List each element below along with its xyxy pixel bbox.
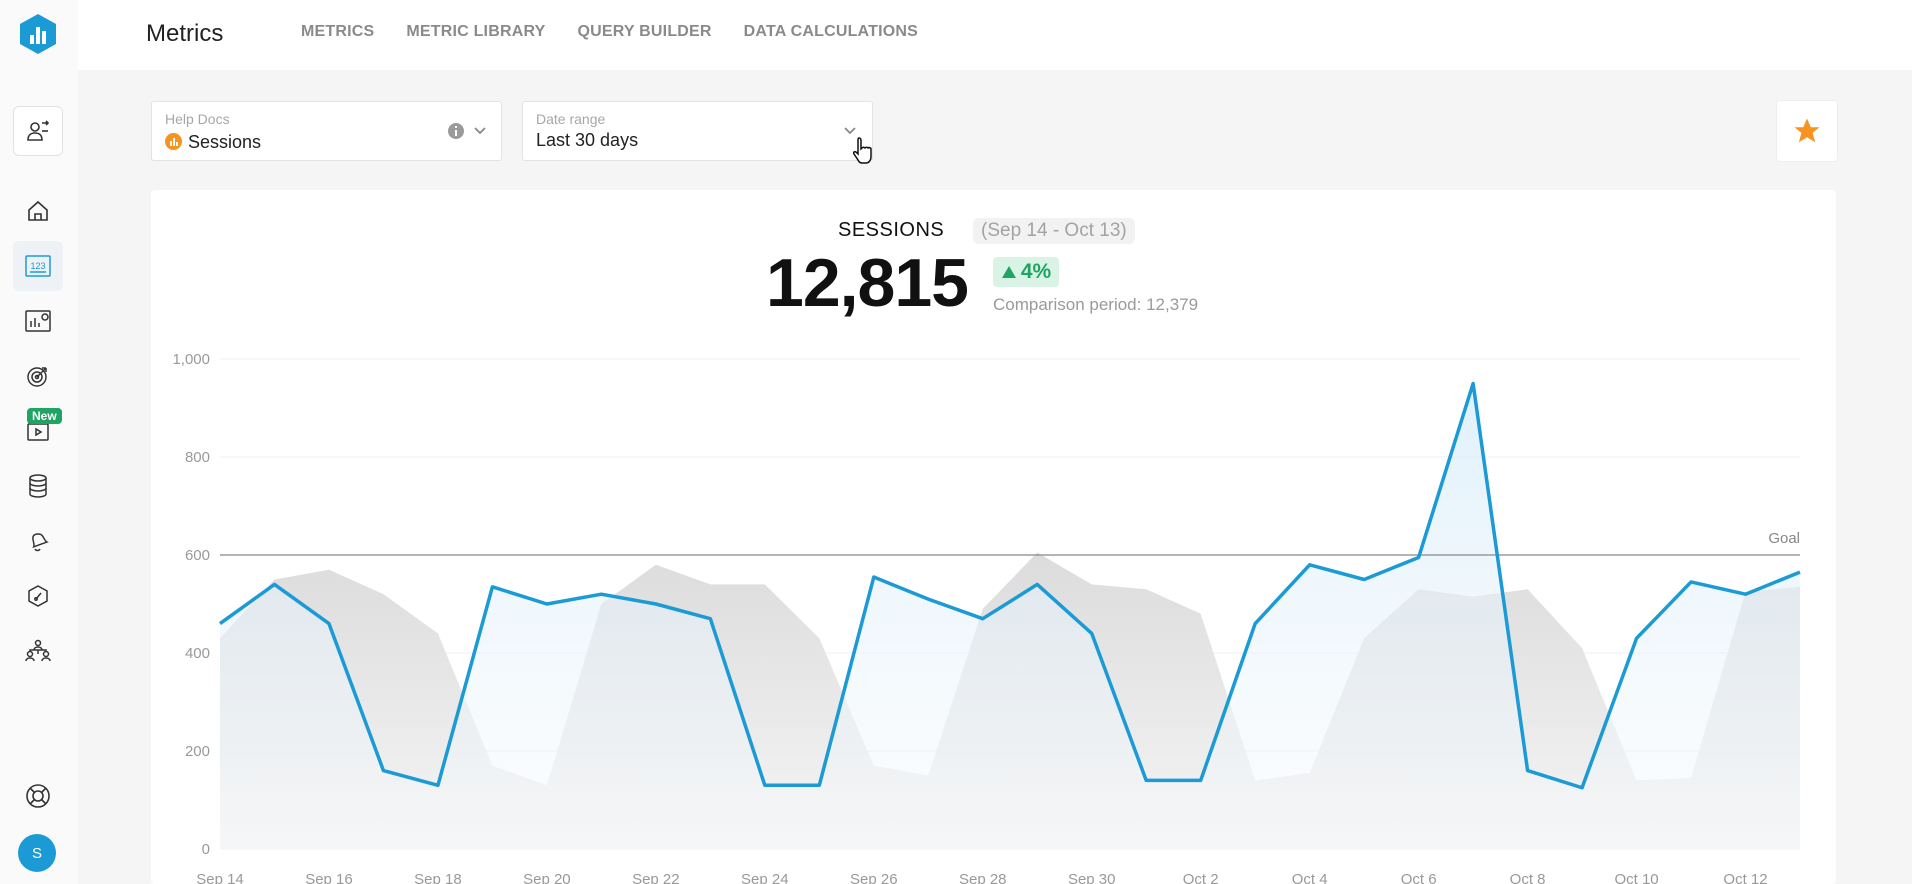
- x-tick-label: Sep 24: [741, 871, 789, 884]
- date-range-selector[interactable]: Date range Last 30 days: [522, 101, 873, 164]
- y-tick-label: 1,000: [172, 351, 210, 368]
- nav-metric-library[interactable]: METRIC LIBRARY: [406, 23, 546, 40]
- y-tick-label: 600: [185, 547, 210, 564]
- metric-value: 12,815: [766, 245, 969, 321]
- metric-selector-value-wrap: Sessions: [165, 132, 261, 153]
- team-hierarchy-icon: [25, 639, 51, 662]
- comparison-text: Comparison period: 12,379: [993, 295, 1199, 314]
- delta-value: 4%: [1020, 260, 1052, 283]
- x-tick-label: Sep 26: [850, 871, 898, 884]
- triangle-up-icon: [1001, 266, 1016, 278]
- sidebar-item-goals[interactable]: [13, 351, 63, 401]
- top-header: Metrics METRICS METRIC LIBRARY QUERY BUI…: [78, 0, 1912, 70]
- star-icon: [1794, 118, 1820, 143]
- x-tick-label: Oct 4: [1292, 871, 1328, 884]
- video-play-icon: [27, 423, 49, 441]
- x-tick-label: Sep 18: [414, 871, 462, 884]
- hand-pointer-cursor-icon: [853, 137, 872, 164]
- x-tick-label: Oct 2: [1183, 871, 1219, 884]
- goal-label: Goal: [1768, 530, 1800, 547]
- new-badge: New: [27, 408, 62, 424]
- current-series-area: [220, 383, 1800, 849]
- bell-icon: [32, 533, 49, 552]
- google-analytics-icon: [165, 133, 182, 150]
- nav-metrics[interactable]: METRICS: [301, 23, 375, 40]
- x-tick-label: Sep 22: [632, 871, 680, 884]
- dashboard-icon: [25, 310, 51, 332]
- sidebar-item-performance[interactable]: [13, 571, 63, 621]
- sidebar-item-video[interactable]: [13, 406, 63, 456]
- chevron-down-icon[interactable]: [843, 124, 857, 138]
- delta-badge: 4%: [993, 257, 1059, 287]
- top-nav: METRICS METRIC LIBRARY QUERY BUILDER DAT…: [301, 23, 918, 41]
- metric-name: SESSIONS: [838, 219, 945, 241]
- y-tick-label: 400: [185, 645, 210, 662]
- y-tick-label: 200: [185, 743, 210, 760]
- x-tick-label: Oct 6: [1401, 871, 1437, 884]
- x-tick-label: Sep 16: [305, 871, 353, 884]
- page-title: Metrics: [146, 20, 224, 47]
- date-range-label: Date range: [536, 111, 606, 127]
- x-tick-label: Sep 14: [196, 871, 244, 884]
- user-switch-icon: [27, 120, 50, 141]
- account-switcher-button[interactable]: [13, 106, 63, 156]
- sidebar-item-data[interactable]: [13, 461, 63, 511]
- info-icon[interactable]: [447, 122, 465, 140]
- nav-data-calculations[interactable]: DATA CALCULATIONS: [743, 23, 919, 40]
- chevron-down-icon[interactable]: [473, 124, 487, 138]
- home-icon: [28, 200, 48, 221]
- metric-selector-label: Help Docs: [165, 111, 230, 127]
- sidebar-item-dashboards[interactable]: [13, 296, 63, 346]
- gauge-icon: [28, 585, 48, 607]
- favorite-button[interactable]: [1776, 100, 1838, 162]
- help-button[interactable]: [13, 771, 63, 821]
- sidebar-item-team[interactable]: [13, 626, 63, 676]
- sidebar-item-metrics[interactable]: 123: [13, 241, 63, 291]
- x-tick-label: Sep 20: [523, 871, 571, 884]
- sidebar-item-home[interactable]: [13, 186, 63, 236]
- sidebar: 123 New S: [0, 0, 78, 884]
- target-icon: [27, 367, 47, 387]
- app-logo[interactable]: [19, 13, 57, 55]
- sessions-series-line: [218, 381, 1801, 790]
- user-avatar[interactable]: S: [18, 834, 56, 872]
- svg-text:123: 123: [30, 261, 45, 271]
- x-tick-label: Oct 8: [1510, 871, 1546, 884]
- lifebuoy-icon: [26, 784, 50, 808]
- x-tick-label: Sep 28: [959, 871, 1007, 884]
- y-tick-label: 800: [185, 449, 210, 466]
- x-tick-label: Oct 10: [1614, 871, 1658, 884]
- nav-query-builder[interactable]: QUERY BUILDER: [577, 23, 712, 40]
- y-tick-label: 0: [202, 841, 210, 858]
- x-tick-label: Sep 30: [1068, 871, 1116, 884]
- metrics-123-icon: 123: [25, 255, 51, 277]
- x-tick-label: Oct 12: [1723, 871, 1767, 884]
- metric-date-range: (Sep 14 - Oct 13): [973, 218, 1135, 244]
- sidebar-item-alerts[interactable]: [13, 516, 63, 566]
- metric-selector[interactable]: Help Docs Sessions: [151, 101, 502, 161]
- metric-selector-value: Sessions: [188, 132, 262, 152]
- date-range-value: Last 30 days: [536, 130, 639, 150]
- database-icon: [29, 474, 47, 498]
